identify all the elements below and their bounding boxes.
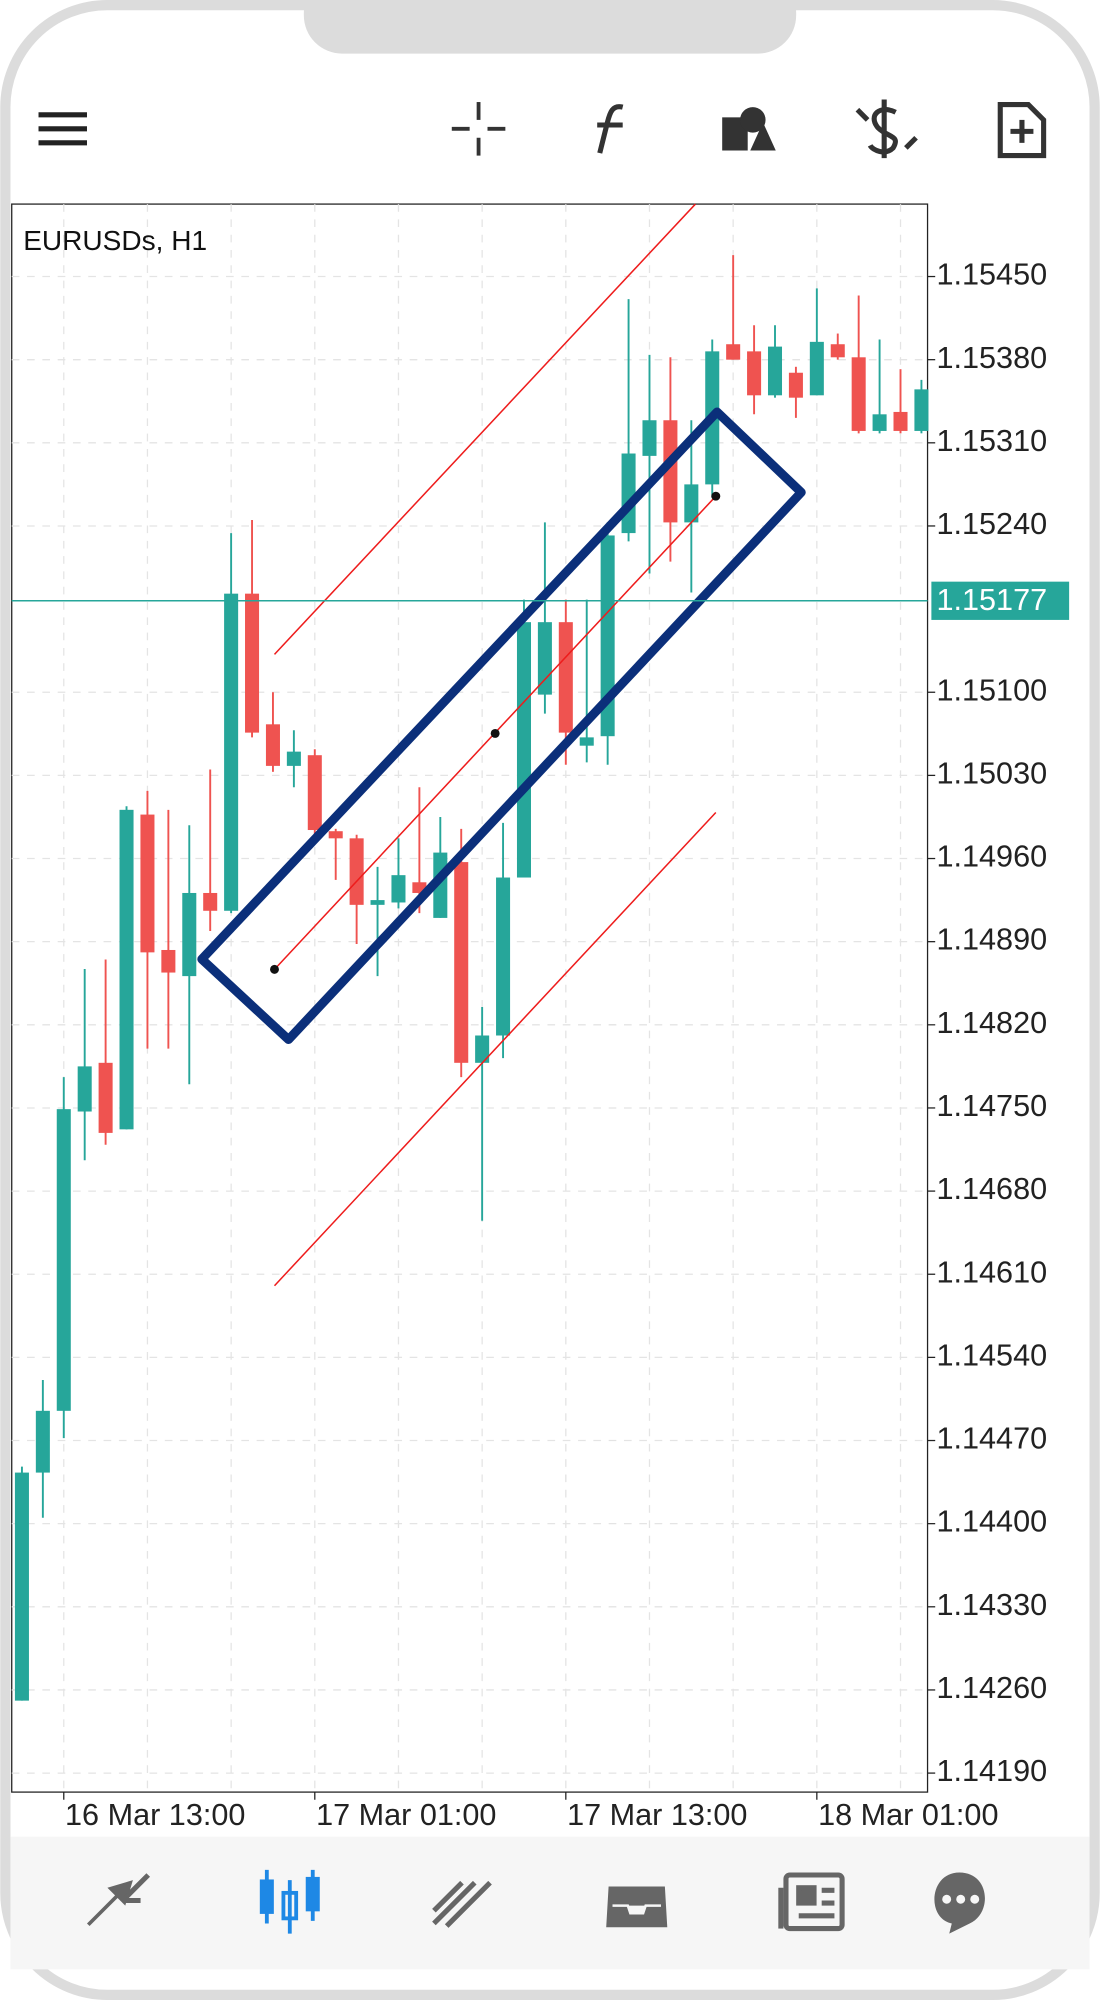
candle-body [307,755,322,831]
y-tick-label: 1.15310 [936,424,1047,458]
y-tick-label: 1.15240 [936,507,1047,541]
y-tick-label: 1.15030 [936,756,1047,790]
candle-body [370,900,385,905]
chart-title: EURUSDs, H1 [23,225,207,256]
candle-body [851,357,866,431]
x-tick-label: 16 Mar 13:00 [65,1798,245,1832]
trade-button[interactable] [855,99,918,159]
news-tab[interactable] [778,1872,845,1932]
bottom-nav [10,1836,1090,1970]
indicators-button[interactable] [597,104,624,154]
y-tick-label: 1.14400 [936,1505,1047,1539]
y-tick-label: 1.14330 [936,1588,1047,1622]
current-price-label: 1.15177 [936,583,1047,617]
candle-body [830,344,845,358]
notch [303,0,797,54]
channel-points [270,491,721,974]
candle-body [872,414,887,431]
candle-body [286,751,301,766]
candle-body [893,411,908,431]
chat-tab[interactable] [934,1872,985,1934]
trade-tab[interactable] [432,1880,492,1928]
new-order-button[interactable] [997,102,1047,159]
y-tick-label: 1.14820 [936,1006,1047,1040]
quotes-tab[interactable] [86,1873,151,1927]
candle-body [119,809,134,1130]
y-tick-label: 1.14260 [936,1671,1047,1705]
candle-body [475,1035,490,1063]
y-tick-label: 1.14470 [936,1422,1047,1456]
y-tick-label: 1.14750 [936,1089,1047,1123]
candle-body [726,344,741,360]
y-tick-label: 1.14190 [936,1754,1047,1788]
candle-body [663,420,678,523]
y-tick-label: 1.14960 [936,840,1047,874]
candle-body [516,622,531,878]
candle-body [161,949,176,973]
candle-body [558,622,573,733]
y-tick-label: 1.14680 [936,1172,1047,1206]
candle-body [914,389,929,431]
history-tab[interactable] [603,1883,670,1930]
candle-body [621,453,636,534]
candle-body [182,892,197,977]
candle-body [391,875,406,903]
y-tick-label: 1.15450 [936,258,1047,292]
current-price-tag [931,581,1070,620]
y-tick-label: 1.14610 [936,1255,1047,1289]
candle-body [788,372,803,398]
x-tick-label: 18 Mar 01:00 [818,1798,998,1832]
chart-tab[interactable] [259,1869,320,1934]
objects-button[interactable] [722,107,776,151]
x-tick-label: 17 Mar 13:00 [567,1798,747,1832]
candle-body [224,593,239,911]
candle-body [203,892,218,911]
x-tick-label: 17 Mar 01:00 [316,1798,496,1832]
candle-body [600,535,615,737]
candle-body [56,1109,71,1411]
plot-area [11,203,929,1793]
candle-body [35,1410,50,1473]
y-tick-label: 1.15100 [936,673,1047,707]
y-tick-label: 1.14540 [936,1338,1047,1372]
candle-body [77,1066,92,1112]
candle-body [684,484,699,523]
candle-body [245,593,260,733]
y-tick-label: 1.15380 [936,341,1047,375]
candle-body [454,862,469,1063]
candle-body [767,346,783,396]
candle-body [747,351,762,396]
crosshair-button[interactable] [451,102,506,156]
candle-body [496,877,511,1036]
y-tick-label: 1.14890 [936,923,1047,957]
candles [14,255,929,1701]
axes: 1.15450 1.15380 1.15310 1.15240 1.15100 1.150… [11,258,1070,1832]
candle-body [579,737,594,746]
candle-body [98,1062,113,1133]
candle-body [809,341,824,396]
candle-body [140,814,155,953]
candle-body [349,838,364,905]
candle-body [642,420,657,456]
candle-body [328,831,343,839]
menu-button[interactable] [38,112,87,146]
candle-body [265,724,280,766]
candle-body [14,1472,29,1701]
candle-body [412,882,427,893]
highlight-box [197,407,806,1045]
